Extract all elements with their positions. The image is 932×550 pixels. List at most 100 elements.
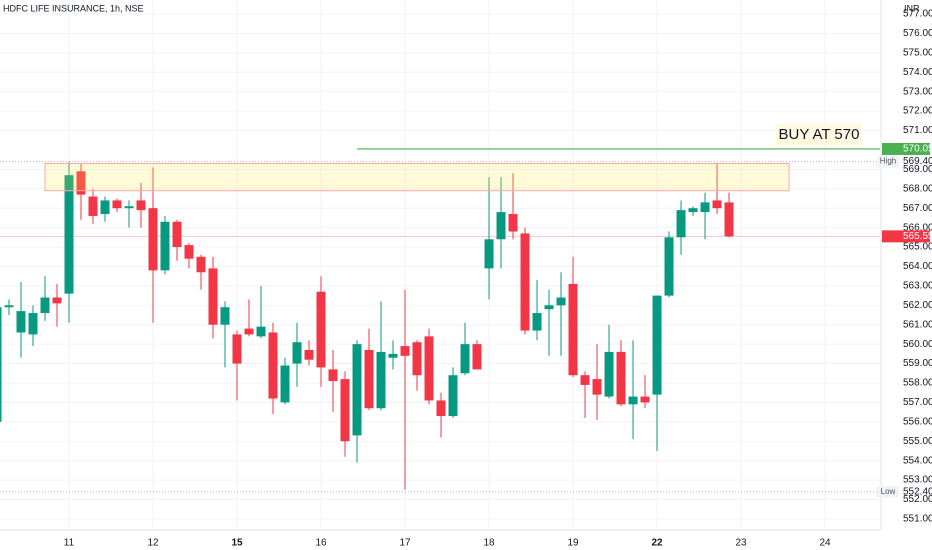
candle-body bbox=[508, 214, 518, 232]
high-tag bbox=[877, 155, 899, 168]
x-tick-label: 22 bbox=[651, 538, 663, 549]
y-tick-label: 556.00 bbox=[903, 416, 932, 427]
candle-body bbox=[220, 307, 230, 325]
y-tick-label: 572.00 bbox=[903, 106, 932, 117]
last-price-tag bbox=[882, 230, 930, 243]
candle-body bbox=[628, 396, 638, 405]
candle-body bbox=[184, 245, 194, 259]
candle-body bbox=[88, 196, 98, 216]
x-tick-label: 15 bbox=[231, 538, 243, 549]
x-tick-label: 23 bbox=[735, 538, 747, 549]
candle-body bbox=[196, 256, 206, 273]
y-tick-label: 554.00 bbox=[903, 455, 932, 466]
buy-text: BUY AT 570 bbox=[779, 126, 860, 143]
candle-body bbox=[724, 202, 734, 237]
x-tick-label: 24 bbox=[819, 538, 831, 549]
candle-body bbox=[436, 400, 446, 416]
candle-body bbox=[232, 334, 242, 364]
candle-body bbox=[28, 313, 38, 335]
candle-body bbox=[688, 208, 698, 213]
candle-body bbox=[316, 291, 326, 368]
candle-body bbox=[280, 365, 290, 403]
candle-body bbox=[40, 297, 50, 314]
candle-body bbox=[100, 200, 110, 215]
candle-body bbox=[400, 346, 410, 356]
candle-body bbox=[172, 221, 182, 248]
y-tick-label: 573.00 bbox=[903, 86, 932, 97]
y-tick-label: 557.00 bbox=[903, 397, 932, 408]
x-tick-label: 18 bbox=[483, 538, 495, 549]
x-tick-label: 19 bbox=[567, 538, 579, 549]
y-tick-label: 574.00 bbox=[903, 67, 932, 78]
candle-body bbox=[244, 328, 254, 335]
y-tick-label: 563.00 bbox=[903, 281, 932, 292]
candle-body bbox=[700, 202, 710, 213]
candle-body bbox=[616, 351, 626, 405]
candle-body bbox=[76, 171, 86, 195]
y-tick-label: 575.00 bbox=[903, 47, 932, 58]
grid bbox=[0, 0, 880, 530]
y-tick-label: 564.00 bbox=[903, 261, 932, 272]
candle-body bbox=[604, 351, 614, 397]
candle-body bbox=[496, 212, 506, 240]
low-label: 552.40 bbox=[903, 486, 932, 497]
candle-body bbox=[208, 268, 218, 325]
y-tick-label: 561.00 bbox=[903, 319, 932, 330]
y-tick-label: 552.00 bbox=[903, 494, 932, 505]
y-tick-label: 553.00 bbox=[903, 475, 932, 486]
candle-body bbox=[16, 311, 26, 333]
zone bbox=[44, 163, 790, 192]
candle-body bbox=[64, 175, 74, 294]
y-tick-label: 568.00 bbox=[903, 183, 932, 194]
x-tick-label: 12 bbox=[147, 538, 159, 549]
y-tick-label: 558.00 bbox=[903, 378, 932, 389]
axis: 551.00 552.00 553.00 554.00 555.00 556.00 557.… bbox=[64, 9, 932, 549]
candle-body bbox=[364, 349, 374, 409]
y-tick-label: 562.00 bbox=[903, 300, 932, 311]
candle-body bbox=[0, 307, 2, 422]
y-tick-label: 567.00 bbox=[903, 203, 932, 214]
buy-price-label: 570.05 bbox=[903, 144, 932, 155]
chart-title: HDFC LIFE INSURANCE, 1h, NSE bbox=[3, 3, 144, 13]
candle-body bbox=[4, 305, 14, 308]
x-tick-label: 11 bbox=[64, 538, 75, 549]
candle-body bbox=[340, 379, 350, 442]
candle-body bbox=[592, 379, 602, 395]
high-label: 569.40 bbox=[903, 156, 932, 167]
candle-body bbox=[640, 396, 650, 403]
candle-body bbox=[484, 239, 494, 269]
candle-body bbox=[664, 237, 674, 296]
candle-body bbox=[544, 305, 554, 310]
candle-body bbox=[676, 210, 686, 238]
candle-body bbox=[460, 344, 470, 374]
candle-body bbox=[580, 375, 590, 385]
low-name: Low bbox=[881, 487, 896, 496]
candle-body bbox=[304, 349, 314, 360]
candle-body bbox=[268, 332, 278, 399]
candle-body bbox=[472, 344, 482, 370]
y-tick-label: 551.00 bbox=[903, 514, 932, 525]
last-price-label: 565.55 bbox=[903, 231, 932, 242]
low-tag bbox=[877, 485, 899, 498]
candle-body bbox=[532, 313, 542, 331]
candle-body bbox=[568, 283, 578, 376]
candle-body bbox=[136, 200, 146, 211]
y-tick-label: 566.00 bbox=[903, 222, 932, 233]
candle-body bbox=[520, 233, 530, 331]
overlay: BUY AT 570 bbox=[44, 124, 880, 192]
candle-body bbox=[124, 206, 134, 209]
candle-body bbox=[652, 295, 662, 395]
y-tick-label: 559.00 bbox=[903, 358, 932, 369]
candle-body bbox=[148, 208, 158, 271]
candle-body bbox=[256, 326, 266, 337]
candle-body bbox=[328, 369, 338, 382]
candle-body bbox=[52, 297, 62, 304]
candle-body bbox=[292, 342, 302, 364]
candle-body bbox=[112, 200, 122, 209]
candle-body bbox=[412, 342, 422, 376]
candle-body bbox=[712, 200, 722, 209]
y-tick-label: 571.00 bbox=[903, 125, 932, 136]
x-tick-label: 16 bbox=[315, 538, 327, 549]
candle-body bbox=[424, 336, 434, 401]
